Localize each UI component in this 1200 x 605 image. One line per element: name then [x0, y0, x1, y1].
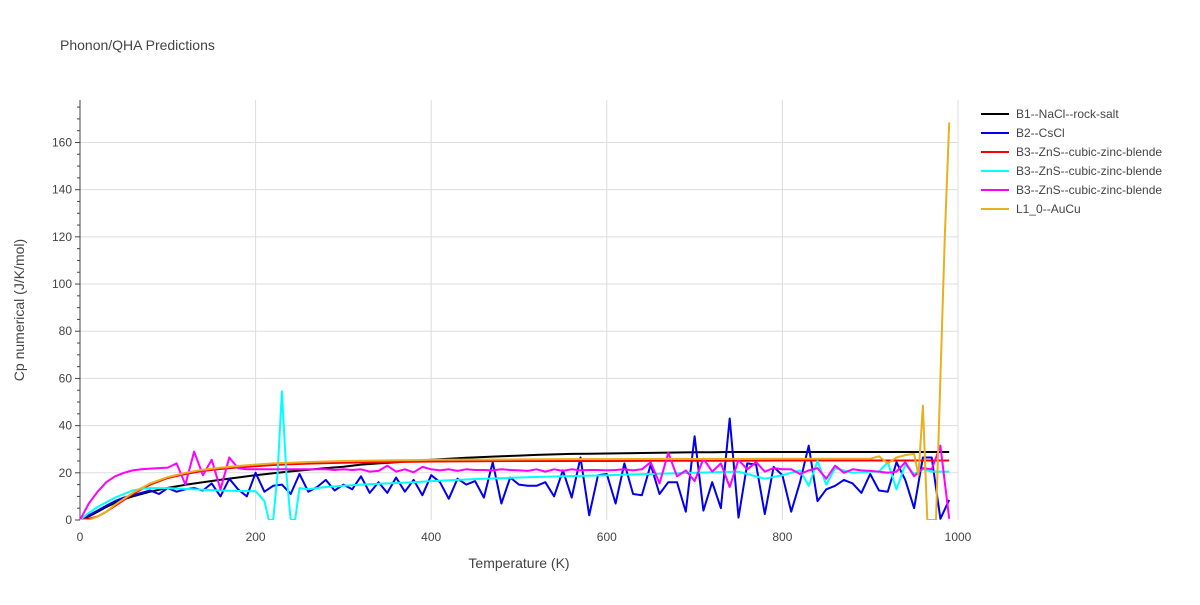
x-tick-label: 0: [77, 530, 84, 544]
tick-labels: 0 200 400 600 800 1000 0 20 40 60 80 100 120 140 160: [52, 135, 972, 544]
y-axis-label: Cp numerical (J/K/mol): [11, 239, 27, 381]
y-tick-label: 40: [59, 419, 73, 433]
gridlines: [80, 100, 959, 520]
x-tick-label: 400: [421, 530, 441, 544]
y-tick-label: 60: [59, 371, 73, 385]
x-tick-label: 1000: [945, 530, 972, 544]
series-line-3[interactable]: [80, 390, 950, 520]
plot-area: [80, 122, 951, 521]
legend-label: B3--ZnS--cubic-zinc-blende: [1016, 183, 1162, 197]
x-tick-label: 800: [772, 530, 792, 544]
x-tick-label: 200: [246, 530, 266, 544]
legend-label: B3--ZnS--cubic-zinc-blende: [1016, 145, 1162, 159]
y-tick-label: 120: [52, 230, 72, 244]
legend-label: B1--NaCl--rock-salt: [1016, 107, 1119, 121]
chart-title: Phonon/QHA Predictions: [60, 37, 215, 53]
legend-label: B3--ZnS--cubic-zinc-blende: [1016, 164, 1162, 178]
series-line-1[interactable]: [80, 417, 951, 521]
y-tick-label: 140: [52, 183, 72, 197]
legend-item[interactable]: B3--ZnS--cubic-zinc-blende: [981, 145, 1162, 159]
legend-item[interactable]: B2--CsCl: [981, 126, 1065, 140]
y-tick-label: 100: [52, 277, 72, 291]
y-tick-label: 80: [59, 324, 73, 338]
series-line-4[interactable]: [80, 444, 951, 520]
series-line-0[interactable]: [80, 451, 950, 520]
legend-item[interactable]: B3--ZnS--cubic-zinc-blende: [981, 183, 1162, 197]
legend[interactable]: B1--NaCl--rock-salt B2--CsCl B3--ZnS--cubi…: [981, 107, 1162, 216]
legend-item[interactable]: B3--ZnS--cubic-zinc-blende: [981, 164, 1162, 178]
y-tick-label: 160: [52, 135, 72, 149]
axes: [75, 100, 81, 521]
legend-label: B2--CsCl: [1016, 126, 1065, 140]
legend-item[interactable]: B1--NaCl--rock-salt: [981, 107, 1119, 121]
x-tick-label: 600: [597, 530, 617, 544]
legend-item[interactable]: L1_0--AuCu: [981, 202, 1081, 216]
y-tick-label: 20: [59, 466, 73, 480]
x-axis-label: Temperature (K): [468, 555, 569, 571]
series-line-5[interactable]: [80, 122, 951, 520]
legend-label: L1_0--AuCu: [1016, 202, 1081, 216]
y-tick-label: 0: [65, 513, 72, 527]
